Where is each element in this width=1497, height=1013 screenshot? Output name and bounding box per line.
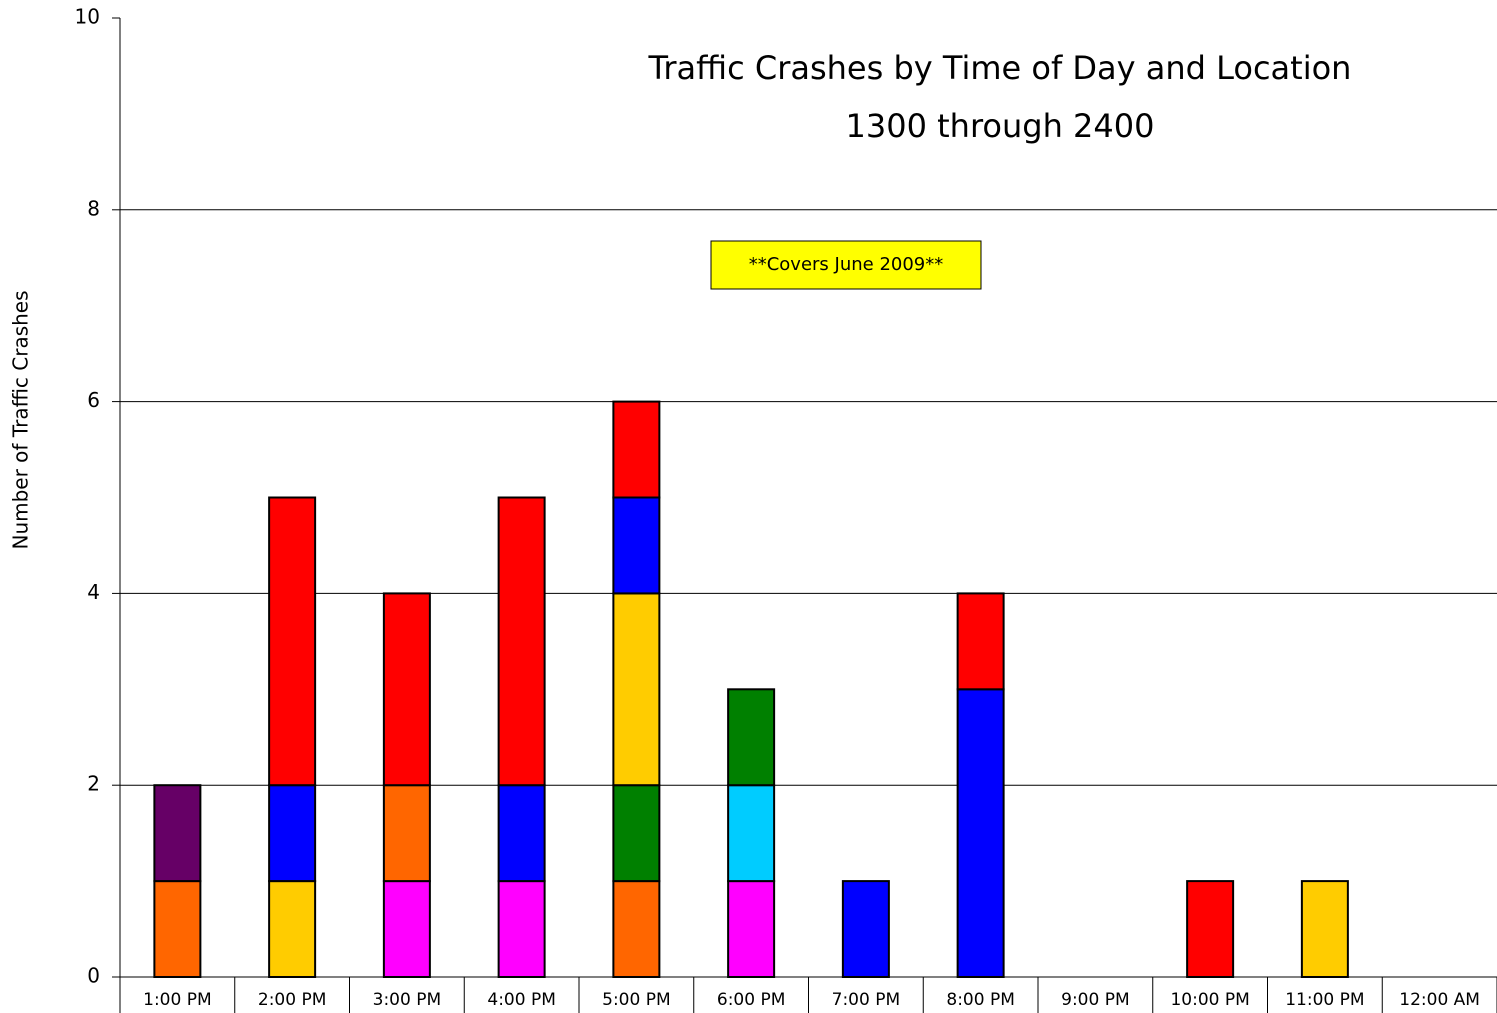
annotation: **Covers June 2009**	[749, 254, 944, 275]
bar-segment	[382, 592, 431, 787]
bar-segment	[497, 496, 546, 787]
chart-title: Traffic Crashes by Time of Day and Locat…	[648, 49, 1352, 87]
bar-segment	[612, 400, 661, 499]
x-tick-label: 7:00 PM	[832, 990, 901, 1010]
x-tick-label: 12:00 AM	[1399, 990, 1480, 1010]
x-tick-label: 11:00 PM	[1285, 990, 1364, 1010]
x-tick-label: 8:00 PM	[946, 990, 1015, 1010]
bar-segment	[382, 784, 431, 883]
x-tick-label: 5:00 PM	[602, 990, 671, 1010]
bar-segment	[497, 880, 546, 978]
y-tick-label: 0	[87, 964, 100, 988]
bar-segment	[612, 784, 661, 883]
x-tick-label: 9:00 PM	[1061, 990, 1130, 1010]
bar-segment	[153, 784, 202, 883]
x-tick-label: 4:00 PM	[487, 990, 556, 1010]
bar-segment	[727, 784, 776, 883]
y-axis-label: Number of Traffic Crashes	[9, 290, 33, 549]
bar-segment	[497, 784, 546, 883]
bar-segment	[612, 592, 661, 787]
bar-segment	[956, 688, 1005, 978]
y-tick-label: 10	[75, 5, 100, 29]
bar-segment	[727, 688, 776, 787]
chart-subtitle: 1300 through 2400	[846, 107, 1155, 145]
bar-segment	[268, 496, 317, 787]
bar-segment	[841, 880, 890, 978]
y-tick-label: 8	[87, 196, 100, 220]
bar-segment	[268, 880, 317, 978]
bar-segment	[1300, 880, 1349, 978]
bar-segment	[1186, 880, 1235, 978]
y-tick-label: 4	[87, 580, 100, 604]
y-tick-label: 6	[87, 388, 100, 412]
bar-segment	[153, 880, 202, 978]
annotation-box	[710, 240, 982, 290]
x-tick-label: 2:00 PM	[258, 990, 327, 1010]
x-tick-label: 6:00 PM	[717, 990, 786, 1010]
bar-segment	[727, 880, 776, 978]
bar-segment	[382, 880, 431, 978]
bar-segment	[612, 880, 661, 978]
bar-segment	[268, 784, 317, 883]
bar-segment	[612, 496, 661, 595]
y-tick-label: 2	[87, 772, 100, 796]
x-tick-label: 10:00 PM	[1170, 990, 1249, 1010]
bar-segment	[956, 592, 1005, 691]
x-tick-label: 3:00 PM	[373, 990, 442, 1010]
x-tick-label: 1:00 PM	[143, 990, 212, 1010]
